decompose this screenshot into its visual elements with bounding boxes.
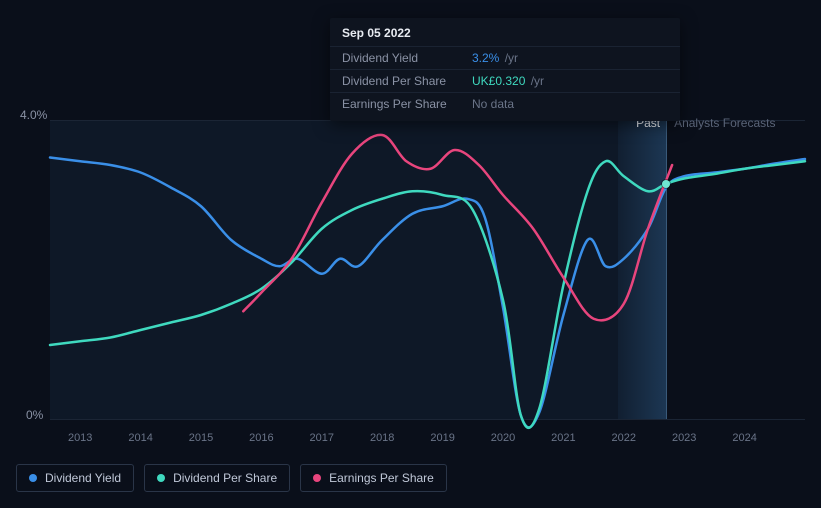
series-earnings-per-share bbox=[243, 135, 672, 320]
legend-item-earnings-per-share[interactable]: Earnings Per Share bbox=[300, 464, 447, 492]
x-tick: 2021 bbox=[551, 432, 575, 444]
tooltip-date: Sep 05 2022 bbox=[330, 26, 680, 46]
hover-marker bbox=[662, 180, 670, 188]
legend-label: Dividend Yield bbox=[45, 471, 121, 485]
series-dividend-yield bbox=[50, 158, 805, 428]
chart-svg bbox=[50, 120, 805, 420]
x-tick: 2024 bbox=[732, 432, 756, 444]
x-axis: 2013 2014 2015 2016 2017 2018 2019 2020 2021 2022… bbox=[50, 432, 805, 452]
tooltip-row-label: Earnings Per Share bbox=[342, 97, 472, 111]
x-tick: 2017 bbox=[310, 432, 334, 444]
tooltip-row: Dividend Per ShareUK£0.320 /yr bbox=[330, 69, 680, 92]
tooltip-row-value: UK£0.320 /yr bbox=[472, 74, 544, 88]
y-axis-min-label: 0% bbox=[26, 408, 43, 422]
x-tick: 2023 bbox=[672, 432, 696, 444]
x-tick: 2018 bbox=[370, 432, 394, 444]
series-dividend-per-share bbox=[50, 161, 805, 428]
legend-dot-icon bbox=[313, 474, 321, 482]
x-tick: 2020 bbox=[491, 432, 515, 444]
plot-area[interactable]: Past Analysts Forecasts bbox=[50, 120, 805, 420]
y-axis-max-label: 4.0% bbox=[20, 108, 47, 122]
dividend-chart: 4.0% 0% Past Analysts Forecasts 2013 2014… bbox=[0, 0, 821, 508]
legend-dot-icon bbox=[29, 474, 37, 482]
legend-item-dividend-yield[interactable]: Dividend Yield bbox=[16, 464, 134, 492]
tooltip-row-label: Dividend Yield bbox=[342, 51, 472, 65]
legend-label: Earnings Per Share bbox=[329, 471, 434, 485]
tooltip-row-value: 3.2% /yr bbox=[472, 51, 518, 65]
tooltip-row-value: No data bbox=[472, 97, 514, 111]
legend-item-dividend-per-share[interactable]: Dividend Per Share bbox=[144, 464, 290, 492]
tooltip: Sep 05 2022 Dividend Yield3.2% /yrDivide… bbox=[330, 18, 680, 121]
x-tick: 2019 bbox=[430, 432, 454, 444]
x-tick: 2022 bbox=[612, 432, 636, 444]
x-tick: 2015 bbox=[189, 432, 213, 444]
x-tick: 2013 bbox=[68, 432, 92, 444]
x-tick: 2016 bbox=[249, 432, 273, 444]
tooltip-row: Earnings Per ShareNo data bbox=[330, 92, 680, 115]
legend: Dividend Yield Dividend Per Share Earnings… bbox=[16, 464, 447, 492]
tooltip-row: Dividend Yield3.2% /yr bbox=[330, 46, 680, 69]
legend-label: Dividend Per Share bbox=[173, 471, 277, 485]
tooltip-row-label: Dividend Per Share bbox=[342, 74, 472, 88]
legend-dot-icon bbox=[157, 474, 165, 482]
x-tick: 2014 bbox=[128, 432, 152, 444]
